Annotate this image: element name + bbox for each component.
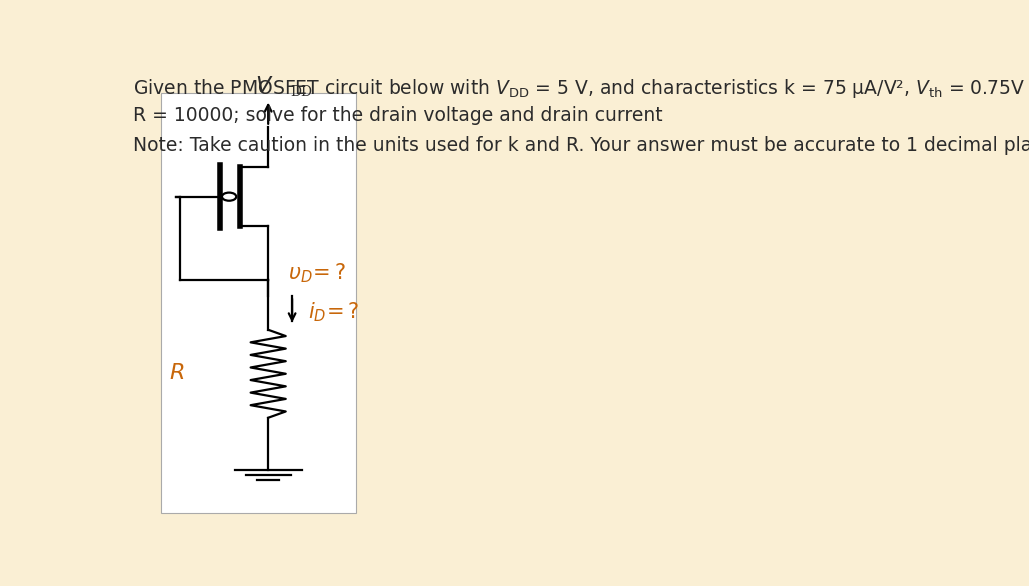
Text: $i_D\!=?$: $i_D\!=?$ xyxy=(308,300,359,323)
Text: $R$: $R$ xyxy=(169,362,184,384)
Circle shape xyxy=(222,193,237,201)
Bar xyxy=(161,93,356,513)
Text: Note: Take caution in the units used for k and R. Your answer must be accurate t: Note: Take caution in the units used for… xyxy=(133,136,1029,155)
Text: R = 10000; solve for the drain voltage and drain current: R = 10000; solve for the drain voltage a… xyxy=(133,107,663,125)
Text: $\upsilon_D\!=?$: $\upsilon_D\!=?$ xyxy=(288,261,346,285)
Text: DD: DD xyxy=(290,85,313,99)
Text: $V$: $V$ xyxy=(255,76,274,97)
Text: Given the PMOSFET circuit below with $V_{\rm DD}$ = 5 V, and characteristics k =: Given the PMOSFET circuit below with $V_… xyxy=(133,77,1029,100)
